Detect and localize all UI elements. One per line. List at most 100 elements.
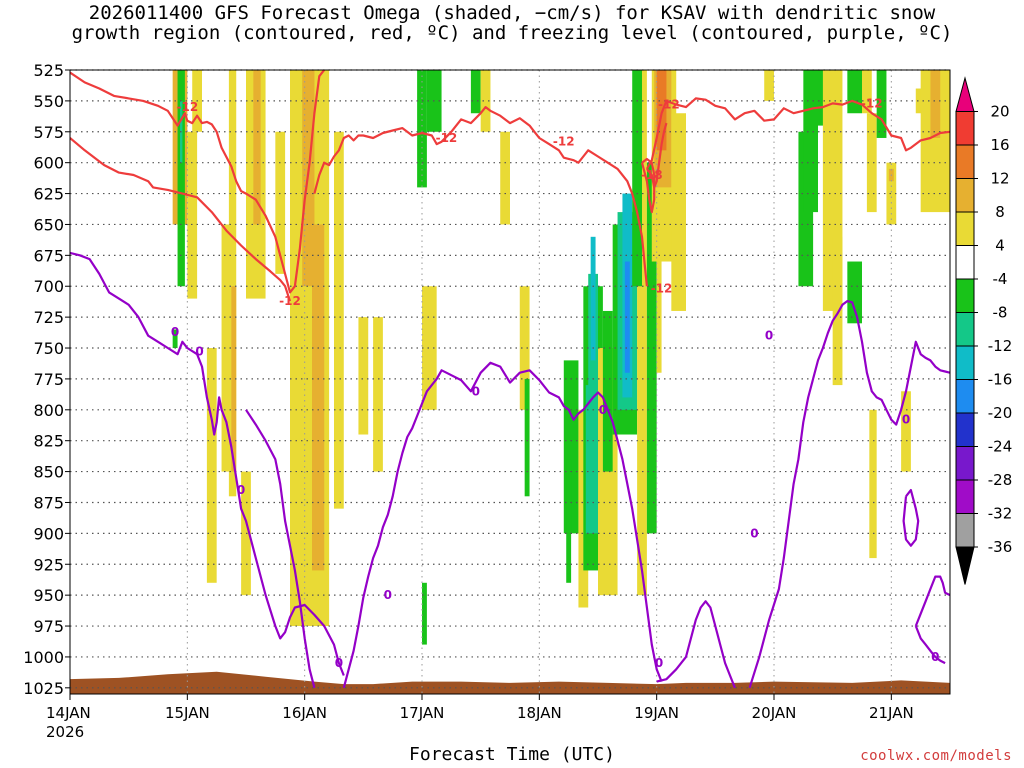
omega-region: [869, 409, 877, 559]
colorbar-top-arrow: [955, 76, 975, 112]
colorbar-label: -4: [993, 270, 1008, 288]
colorbar-label: 16: [990, 136, 1009, 154]
colorbar-segment: [955, 479, 975, 514]
freezing-level-contour: [914, 575, 950, 627]
x-tick-label: 19JAN: [634, 704, 679, 722]
omega-region: [624, 261, 630, 373]
omega-region: [480, 70, 491, 132]
freezing-level-label: 0: [384, 588, 392, 602]
omega-region: [470, 70, 481, 114]
dgz-contour-minus12: [313, 105, 648, 287]
freezing-level-label: 0: [599, 403, 607, 417]
omega-region: [275, 131, 286, 274]
x-tick-label: 15JAN: [165, 704, 210, 722]
y-tick-label: 525: [33, 61, 64, 80]
y-tick-label: 825: [33, 432, 64, 451]
dgz-contour-label: -12: [553, 135, 575, 149]
freezing-level-contour: [748, 300, 950, 689]
omega-region: [253, 70, 261, 225]
x-tick-label: 20JAN: [752, 704, 797, 722]
dgz-contour-label: -12: [861, 96, 883, 110]
dgz-contour-label: -12: [651, 282, 673, 296]
y-tick-label: 1000: [23, 648, 64, 667]
omega-region: [524, 378, 530, 497]
chart-title: 2026011400 GFS Forecast Omega (shaded, −…: [0, 3, 1024, 43]
colorbar-label: -32: [988, 505, 1013, 523]
freezing-level-contour: [656, 600, 736, 689]
freezing-level-label: 0: [655, 656, 663, 670]
grid-lines: [69, 69, 950, 694]
omega-region: [373, 317, 383, 472]
freezing-level-label: 0: [902, 413, 910, 427]
omega-region: [930, 70, 941, 138]
colorbar-label: -24: [988, 438, 1013, 456]
dgz-contour-label: -12: [436, 131, 458, 145]
freezing-level-contour: [70, 251, 345, 676]
freezing-level-contour: [902, 489, 920, 547]
omega-region: [187, 131, 198, 299]
colorbar: 20 16 12 8 4 -4 -8 -12 -16 -20 -24 -28 -32 -36: [955, 76, 1013, 585]
omega-region: [656, 70, 667, 151]
omega-region: [876, 70, 887, 138]
colorbar-segment: [955, 144, 975, 179]
colorbar-bottom-arrow: [955, 546, 975, 585]
dgz-contour-minus12: [70, 70, 326, 294]
freezing-level-label: 0: [171, 325, 179, 339]
omega-region: [566, 459, 572, 583]
colorbar-segment: [955, 312, 975, 347]
freezing-level-contour: [342, 361, 663, 689]
y-tick-label: 800: [33, 401, 64, 420]
colorbar-label: -16: [988, 371, 1013, 389]
dgz-contour-label: -12: [279, 294, 301, 308]
x-tick-label: 17JAN: [400, 704, 445, 722]
omega-region: [422, 582, 427, 645]
freezing-level-label: 0: [931, 650, 939, 664]
colorbar-label: 20: [990, 103, 1009, 121]
omega-region: [847, 261, 862, 324]
omega-region: [637, 70, 647, 596]
freezing-level-label: 0: [335, 656, 343, 670]
colorbar-label: -36: [988, 538, 1013, 556]
x-tick-sublabel: 2026: [46, 723, 84, 741]
omega-region: [847, 70, 862, 114]
y-tick-label: 625: [33, 185, 64, 204]
x-tick-label: 14JAN: [46, 704, 91, 722]
omega-region: [177, 70, 185, 287]
freezing-level-label: 0: [195, 345, 203, 359]
omega-region: [172, 329, 178, 349]
y-tick-label: 675: [33, 246, 64, 265]
terrain-area: [70, 671, 950, 694]
pressure-axis: 525 550 575 600 625 650 675 700 725 750 775 800 825 8…: [23, 61, 70, 698]
y-tick-label: 775: [33, 370, 64, 389]
colorbar-segment: [955, 513, 975, 548]
y-tick-label: 575: [33, 123, 64, 142]
chart-title-line-2: growth region (contoured, red, ºC) and f…: [71, 22, 953, 44]
contour-lines: [70, 70, 950, 689]
omega-region: [632, 70, 642, 287]
freezing-level-label: 0: [237, 483, 245, 497]
y-tick-label: 1025: [23, 679, 64, 698]
y-tick-label: 700: [33, 277, 64, 296]
omega-region: [358, 317, 369, 435]
dgz-contour-minus12: [646, 122, 668, 189]
x-axis-title: Forecast Time (UTC): [409, 744, 615, 765]
y-tick-label: 550: [33, 92, 64, 111]
y-tick-label: 975: [33, 617, 64, 636]
colorbar-label: 4: [995, 237, 1005, 255]
freezing-level-label: 0: [765, 329, 773, 343]
omega-region: [519, 286, 530, 410]
omega-region: [915, 88, 926, 114]
colorbar-label: -20: [988, 404, 1013, 422]
omega-region: [500, 131, 510, 225]
freezing-level-label: 0: [750, 526, 758, 540]
omega-region: [803, 70, 818, 213]
colorbar-segment: [955, 245, 975, 280]
omega-region: [671, 113, 686, 311]
omega-region: [764, 70, 774, 101]
colorbar-segment: [955, 211, 975, 246]
freezing-level-contour: [245, 409, 316, 689]
dgz-contour-label: -12: [176, 100, 198, 114]
omega-region: [312, 224, 325, 571]
colorbar-label: -28: [988, 471, 1013, 489]
